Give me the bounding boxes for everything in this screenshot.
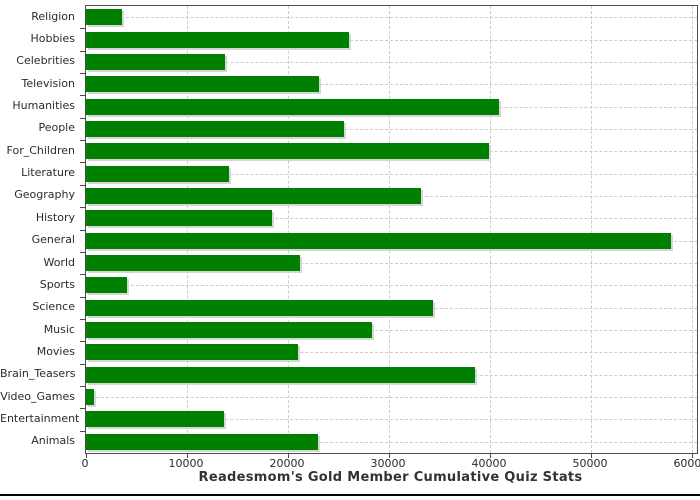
y-axis-tick: [80, 385, 86, 387]
bar-history: [86, 210, 272, 227]
bar-people: [86, 120, 344, 137]
bar-music: [86, 322, 372, 339]
category-label: Geography: [14, 188, 75, 202]
bar-geography: [86, 187, 422, 204]
y-axis-tick: [80, 117, 86, 119]
category-label: Science: [32, 300, 75, 314]
range-gridline: [691, 6, 693, 453]
domain-gridline: [86, 419, 697, 421]
category-label: Literature: [21, 166, 75, 180]
range-gridline: [186, 6, 188, 453]
y-axis-tick: [80, 251, 86, 253]
y-axis-tick: [80, 184, 86, 186]
y-axis-tick: [80, 50, 86, 52]
domain-gridline: [86, 84, 697, 86]
bar-entertainment: [86, 411, 225, 428]
bar-movies: [86, 344, 299, 361]
category-label: Humanities: [12, 99, 75, 113]
y-axis-tick: [80, 28, 86, 30]
x-axis-tick: [590, 453, 592, 458]
category-label: History: [35, 210, 75, 224]
category-label: World: [43, 255, 75, 269]
domain-gridline: [86, 263, 697, 265]
bar-television: [86, 76, 320, 93]
bar-literature: [86, 165, 230, 182]
domain-gridline: [86, 330, 697, 332]
category-label: Religion: [31, 9, 75, 23]
category-label: Video_Games: [0, 389, 75, 403]
y-axis-tick: [80, 95, 86, 97]
range-gridline: [590, 6, 592, 453]
range-gridline: [287, 6, 289, 453]
y-axis-tick: [80, 274, 86, 276]
x-axis-tick: [186, 453, 188, 458]
x-axis-tick: [388, 453, 390, 458]
x-axis-tick: [691, 453, 693, 458]
bar-science: [86, 299, 434, 316]
category-label: Sports: [39, 277, 75, 291]
domain-gridline: [86, 61, 697, 63]
bar-for_children: [86, 143, 489, 160]
category-label: Brain_Teasers: [0, 367, 76, 381]
category-label: Hobbies: [30, 32, 75, 46]
y-axis-tick: [80, 363, 86, 365]
category-label: Television: [21, 76, 76, 90]
y-axis-tick: [80, 408, 86, 410]
domain-gridline: [86, 173, 697, 175]
bar-celebrities: [86, 53, 226, 70]
category-label: Music: [43, 322, 75, 336]
y-axis-tick: [80, 341, 86, 343]
x-tick-label: 40000: [471, 457, 507, 470]
category-label: Animals: [31, 434, 75, 448]
plot-area: [80, 5, 698, 458]
bar-religion: [86, 9, 123, 26]
bottom-divider: [0, 494, 700, 496]
x-tick-label: 50000: [572, 457, 608, 470]
y-axis-tick: [80, 162, 86, 164]
category-label: Celebrities: [16, 54, 75, 68]
x-axis-tick: [86, 453, 87, 458]
domain-gridline: [86, 352, 697, 354]
y-axis-tick: [80, 430, 86, 432]
y-axis-tick: [80, 229, 86, 231]
category-label: General: [31, 233, 75, 247]
bar-animals: [86, 433, 319, 450]
x-tick-label: 10000: [168, 457, 204, 470]
range-gridline: [388, 6, 390, 453]
bar-brain_teasers: [86, 366, 475, 383]
range-gridline: [489, 6, 491, 453]
domain-gridline: [86, 397, 697, 399]
x-axis-tick: [287, 453, 289, 458]
y-axis-tick: [80, 140, 86, 142]
x-tick-label: 20000: [269, 457, 305, 470]
domain-gridline: [86, 218, 697, 220]
category-label: Entertainment: [0, 411, 80, 425]
category-label: Movies: [36, 344, 75, 358]
bar-sports: [86, 277, 128, 294]
domain-gridline: [86, 285, 697, 287]
bar-hobbies: [86, 31, 349, 48]
category-label: For_Children: [6, 143, 75, 157]
domain-gridline: [86, 128, 697, 130]
bar-world: [86, 255, 301, 272]
bar-general: [86, 232, 671, 249]
y-axis-tick: [80, 207, 86, 209]
y-axis-tick: [80, 318, 86, 320]
category-label: People: [38, 121, 75, 135]
bar-humanities: [86, 98, 500, 115]
y-axis-tick: [80, 296, 86, 298]
x-tick-label: 30000: [370, 457, 406, 470]
x-tick-label: 0: [81, 457, 89, 470]
chart-title: Readesmom's Gold Member Cumulative Quiz …: [198, 470, 583, 485]
y-axis-tick: [80, 73, 86, 75]
x-axis-tick: [489, 453, 491, 458]
domain-gridline: [86, 441, 697, 443]
x-tick-label: 60000: [673, 457, 700, 470]
domain-gridline: [86, 39, 697, 41]
domain-gridline: [86, 17, 697, 19]
bar-video_games: [86, 389, 95, 406]
